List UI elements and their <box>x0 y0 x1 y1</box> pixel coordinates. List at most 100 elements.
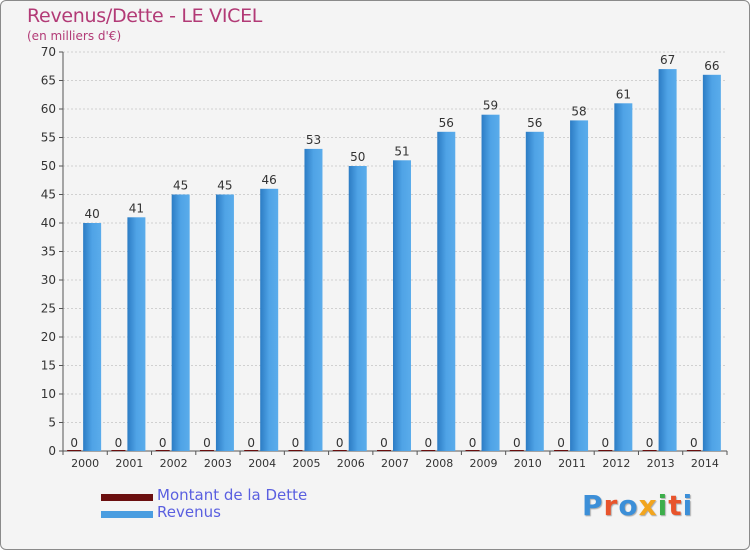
bar-revenus <box>481 114 500 451</box>
logo-letter: i <box>682 489 694 522</box>
bar-revenus <box>658 69 677 451</box>
y-tick-label: 15 <box>41 359 56 373</box>
bar-revenus <box>393 160 411 452</box>
data-label-revenus: 66 <box>704 59 719 73</box>
data-label-dette: 0 <box>646 436 654 450</box>
y-tick-label: 20 <box>41 330 56 344</box>
chart-title: Revenus/Dette - LE VICEL <box>27 5 263 27</box>
data-label-dette: 0 <box>690 436 698 450</box>
y-tick-label: 40 <box>41 216 56 230</box>
bar-revenus <box>702 74 721 452</box>
y-tick-label: 25 <box>41 302 56 316</box>
x-tick-label: 2007 <box>381 457 409 470</box>
x-tick-label: 2014 <box>691 457 719 470</box>
data-label-revenus: 46 <box>262 173 277 187</box>
bars <box>67 69 721 452</box>
logo-letter: P <box>582 489 604 522</box>
data-label-revenus: 50 <box>350 150 365 164</box>
bar-dette <box>377 450 391 451</box>
x-tick-label: 2012 <box>602 457 630 470</box>
legend-swatch-dette <box>101 494 153 501</box>
bar-dette <box>332 450 347 451</box>
data-label-dette: 0 <box>292 436 300 450</box>
y-tick-label: 5 <box>48 416 56 430</box>
legend-label-dette: Montant de la Dette <box>157 486 308 504</box>
y-tick-label: 30 <box>41 273 56 287</box>
data-label-revenus: 45 <box>173 179 188 193</box>
y-tick-label: 60 <box>41 102 56 116</box>
logo-letter: x <box>638 489 658 522</box>
bar-revenus <box>348 166 367 451</box>
legend-swatch-revenus <box>101 511 153 518</box>
x-tick-label: 2002 <box>160 457 188 470</box>
bar-revenus <box>171 194 190 451</box>
bar-revenus <box>83 223 102 451</box>
x-tick-label: 2001 <box>115 457 143 470</box>
data-label-revenus: 41 <box>129 201 144 215</box>
logo-letter: i <box>657 489 669 522</box>
data-label-revenus: 58 <box>571 104 586 118</box>
bar-revenus <box>304 148 323 451</box>
data-label-revenus: 61 <box>616 87 631 101</box>
bar-revenus <box>260 188 279 452</box>
x-tick-label: 2010 <box>514 457 542 470</box>
y-tick-label: 35 <box>41 245 56 259</box>
bar-dette <box>155 450 170 451</box>
legend-label-revenus: Revenus <box>157 503 221 521</box>
logo-letter: o <box>618 489 639 522</box>
bar-dette <box>598 450 613 451</box>
data-label-revenus: 56 <box>527 116 542 130</box>
data-label-dette: 0 <box>380 436 388 450</box>
data-labels: 0 40 0 41 0 45 0 45 0 46 0 53 0 50 0 51 0 56 0 59 0 56 0 58 0 61 0… <box>70 53 719 450</box>
bar-revenus <box>525 131 544 452</box>
bar-revenus <box>437 131 456 452</box>
bar-revenus <box>127 217 146 451</box>
y-tick-label: 45 <box>41 188 56 202</box>
bar-revenus <box>215 194 234 451</box>
bar-dette <box>111 450 126 451</box>
bar-dette <box>686 450 701 451</box>
data-label-dette: 0 <box>513 436 521 450</box>
x-tick-label: 2009 <box>470 457 498 470</box>
y-tick-label: 50 <box>41 159 56 173</box>
data-label-revenus: 67 <box>660 53 675 67</box>
bar-dette <box>199 450 214 451</box>
x-tick-label: 2003 <box>204 457 232 470</box>
data-label-dette: 0 <box>424 436 432 450</box>
x-tick-label: 2004 <box>248 457 276 470</box>
y-tick-label: 0 <box>48 444 56 458</box>
data-label-revenus: 53 <box>306 133 321 147</box>
data-label-dette: 0 <box>115 436 123 450</box>
data-label-dette: 0 <box>602 436 610 450</box>
bar-dette <box>421 450 436 451</box>
bar-dette <box>509 450 524 451</box>
bar-dette <box>642 450 657 451</box>
bar-dette <box>288 450 303 451</box>
data-label-revenus: 45 <box>217 179 232 193</box>
data-label-dette: 0 <box>336 436 344 450</box>
data-label-dette: 0 <box>70 436 78 450</box>
x-tick-label: 2011 <box>558 457 586 470</box>
bar-dette <box>244 450 259 451</box>
y-tick-label: 65 <box>41 74 56 88</box>
logo-letter: t <box>668 489 683 522</box>
y-tick-label: 55 <box>41 131 56 145</box>
data-label-dette: 0 <box>247 436 255 450</box>
data-label-revenus: 51 <box>394 144 409 158</box>
bar-dette <box>67 450 82 451</box>
x-tick-label: 2000 <box>71 457 99 470</box>
data-label-dette: 0 <box>203 436 211 450</box>
bar-dette <box>465 450 480 451</box>
data-label-dette: 0 <box>159 436 167 450</box>
bar-dette <box>554 450 569 451</box>
y-tick-label: 70 <box>41 45 56 59</box>
data-label-dette: 0 <box>469 436 477 450</box>
logo-letter: r <box>603 489 619 522</box>
x-tick-label: 2006 <box>337 457 365 470</box>
bar-revenus <box>570 120 589 452</box>
y-tick-label: 10 <box>41 387 56 401</box>
x-tick-label: 2008 <box>425 457 453 470</box>
